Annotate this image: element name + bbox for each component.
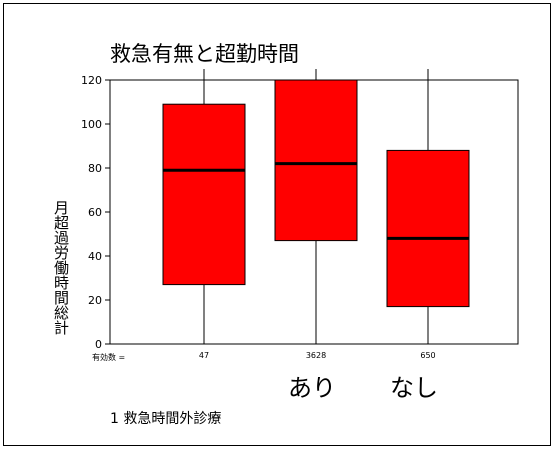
chart-title: 救急有無と超勤時間 <box>110 42 299 66</box>
y-tick-label: 40 <box>88 250 102 263</box>
n-count: 650 <box>420 351 435 360</box>
n-count-label: 有効数 = <box>92 353 126 362</box>
y-tick-label: 0 <box>95 338 102 351</box>
y-tick-label: 80 <box>88 162 102 175</box>
y-axis-label: 月超過労働時間総計 <box>52 200 70 335</box>
box <box>386 149 470 308</box>
y-tick-label: 60 <box>88 206 102 219</box>
chart-frame <box>3 3 551 446</box>
n-count: 47 <box>199 351 209 360</box>
footnote: 1 救急時間外診療 <box>110 411 222 427</box>
box <box>274 79 358 242</box>
y-tick-label: 20 <box>88 294 102 307</box>
box <box>162 103 246 286</box>
y-tick-label: 100 <box>81 118 102 131</box>
group-label-yes: あり <box>288 374 336 402</box>
group-label-no: なし <box>390 374 438 402</box>
n-count: 3628 <box>306 351 326 360</box>
y-tick-label: 120 <box>81 74 102 87</box>
